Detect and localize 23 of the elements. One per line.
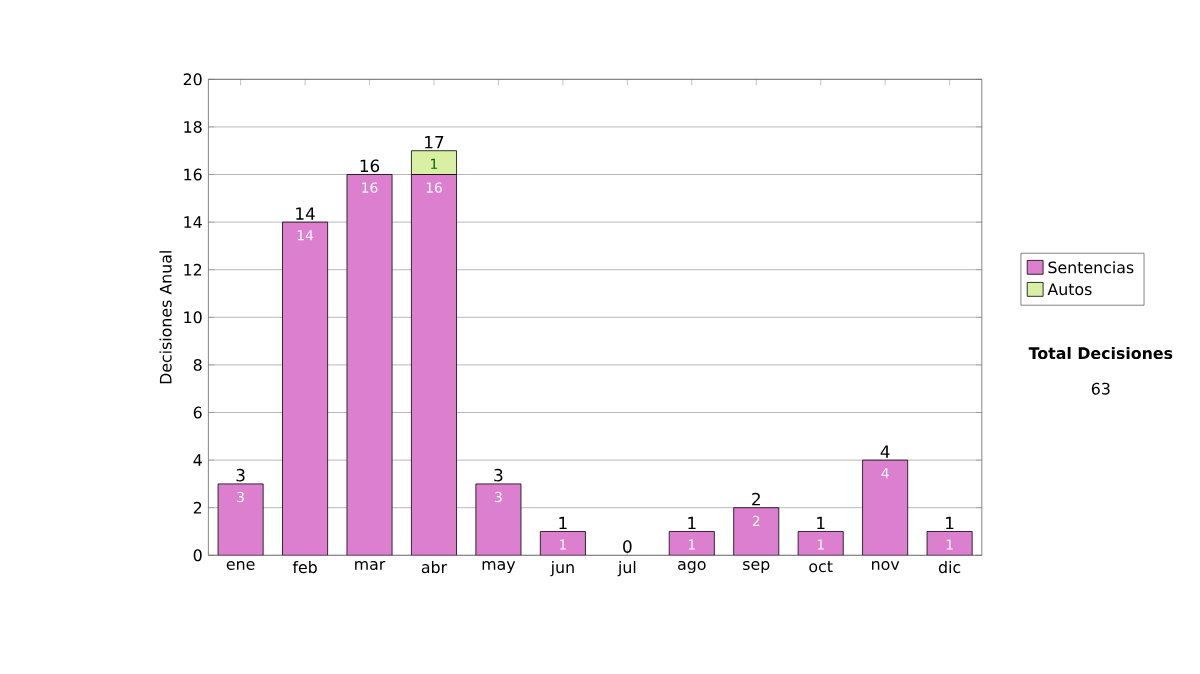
total-label: 17 xyxy=(425,135,444,149)
total-label: 3 xyxy=(494,468,503,482)
total-label: 3 xyxy=(236,468,245,482)
total-label: 14 xyxy=(296,207,315,220)
total-label: 1 xyxy=(559,516,567,529)
bar xyxy=(798,531,844,556)
total-label: 0 xyxy=(623,540,632,553)
bar xyxy=(926,530,973,556)
total-label: 2 xyxy=(752,492,760,506)
total-label: 1 xyxy=(688,516,696,529)
bar xyxy=(733,507,780,556)
total-label: 4 xyxy=(880,445,890,458)
bar xyxy=(218,483,264,556)
bar xyxy=(411,174,457,556)
bar xyxy=(346,174,393,556)
total-label: 1 xyxy=(817,516,825,529)
bar xyxy=(540,531,586,556)
bar xyxy=(475,483,521,556)
bar xyxy=(669,531,715,556)
bar xyxy=(862,459,909,556)
bar xyxy=(282,221,328,556)
total-label: 16 xyxy=(360,159,380,173)
total-label: 1 xyxy=(946,516,954,529)
